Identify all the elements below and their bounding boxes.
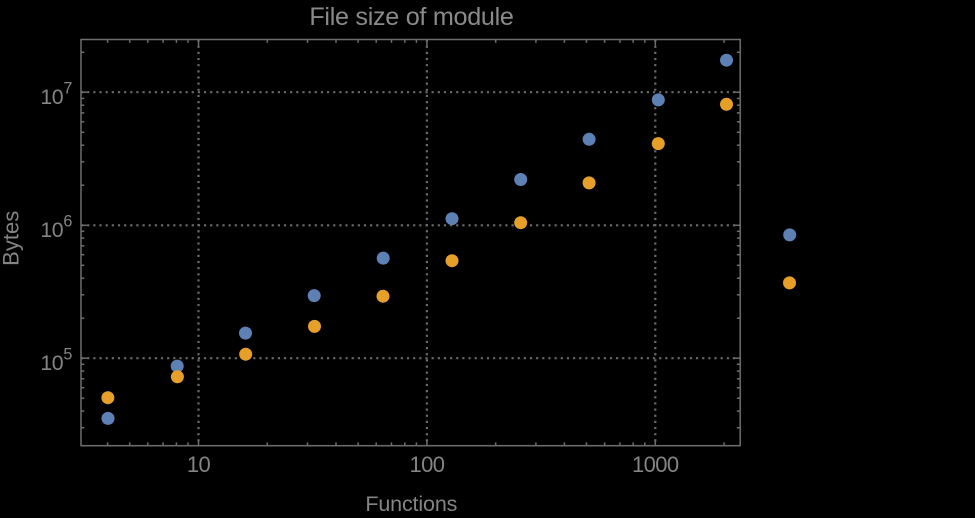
- svg-text:10: 10: [187, 452, 211, 477]
- svg-text:7: 7: [63, 79, 72, 97]
- svg-text:1000: 1000: [632, 452, 679, 477]
- svg-text:10: 10: [40, 351, 63, 375]
- svg-text:10: 10: [40, 218, 63, 242]
- svg-text:Functions: Functions: [365, 492, 457, 513]
- svg-text:Bytes: Bytes: [0, 211, 24, 266]
- svg-text:6: 6: [63, 212, 72, 230]
- svg-text:10: 10: [40, 85, 63, 109]
- svg-text:100: 100: [409, 452, 444, 477]
- svg-text:File size of module: File size of module: [309, 3, 513, 31]
- svg-text:5: 5: [63, 345, 72, 363]
